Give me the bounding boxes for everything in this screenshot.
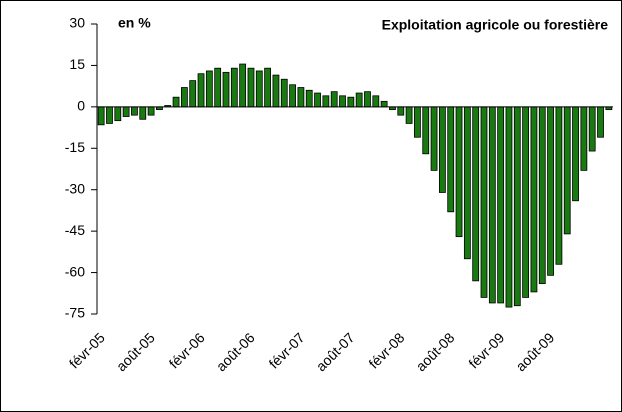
bar bbox=[405, 106, 413, 124]
bar bbox=[272, 74, 280, 108]
bar bbox=[297, 87, 305, 108]
bar bbox=[397, 106, 405, 116]
bar bbox=[214, 67, 222, 108]
bar bbox=[114, 106, 122, 122]
bar bbox=[538, 106, 546, 285]
bar bbox=[580, 106, 588, 171]
bar bbox=[488, 106, 496, 304]
bar bbox=[339, 95, 346, 108]
bar bbox=[180, 87, 188, 108]
y-tick-label: -30 bbox=[65, 180, 85, 196]
y-tick-label: 30 bbox=[69, 15, 85, 31]
bar bbox=[280, 78, 288, 108]
bar bbox=[289, 84, 296, 108]
bar bbox=[131, 106, 138, 116]
y-tick-label: 15 bbox=[69, 56, 85, 72]
bar bbox=[305, 89, 313, 108]
bar bbox=[555, 106, 563, 265]
bar bbox=[530, 106, 538, 293]
bar bbox=[572, 106, 579, 202]
bar bbox=[314, 92, 321, 108]
bar bbox=[422, 106, 430, 155]
bar bbox=[547, 106, 554, 276]
bar bbox=[347, 96, 355, 108]
bar bbox=[364, 91, 371, 108]
bar bbox=[380, 100, 388, 108]
bar bbox=[139, 106, 147, 120]
bar bbox=[197, 73, 205, 108]
bar bbox=[97, 106, 105, 126]
bar bbox=[497, 106, 505, 304]
bar bbox=[122, 106, 130, 117]
y-axis-label: en % bbox=[118, 15, 151, 31]
bar bbox=[455, 106, 463, 238]
chart-title: Exploitation agricole ou forestière bbox=[382, 17, 609, 33]
bar bbox=[372, 95, 380, 108]
bar bbox=[205, 70, 213, 108]
bar bbox=[239, 63, 247, 108]
bar bbox=[355, 92, 363, 108]
y-tick-label: 0 bbox=[77, 98, 85, 114]
bar bbox=[438, 106, 446, 193]
bar bbox=[447, 106, 455, 213]
bar bbox=[522, 106, 530, 298]
bar bbox=[597, 106, 604, 138]
bar bbox=[147, 106, 155, 116]
bar bbox=[588, 106, 596, 152]
bar bbox=[472, 106, 480, 282]
bar bbox=[505, 106, 513, 308]
bar bbox=[513, 106, 521, 307]
bar bbox=[247, 67, 255, 108]
bar bbox=[106, 106, 113, 124]
y-tick-label: -15 bbox=[65, 139, 85, 155]
bar bbox=[230, 67, 238, 108]
bar bbox=[222, 71, 230, 108]
y-tick-label: -45 bbox=[65, 222, 85, 238]
y-tick-label: -60 bbox=[65, 263, 85, 279]
bar bbox=[330, 91, 338, 108]
bar bbox=[563, 106, 571, 235]
bar bbox=[414, 106, 421, 138]
bar bbox=[463, 106, 471, 260]
bar bbox=[480, 106, 488, 298]
bar bbox=[322, 95, 330, 108]
bar bbox=[189, 80, 197, 108]
bar bbox=[255, 70, 263, 108]
y-tick-label: -75 bbox=[65, 305, 85, 321]
bar bbox=[264, 67, 272, 108]
bar bbox=[430, 106, 438, 171]
bar bbox=[172, 96, 180, 108]
